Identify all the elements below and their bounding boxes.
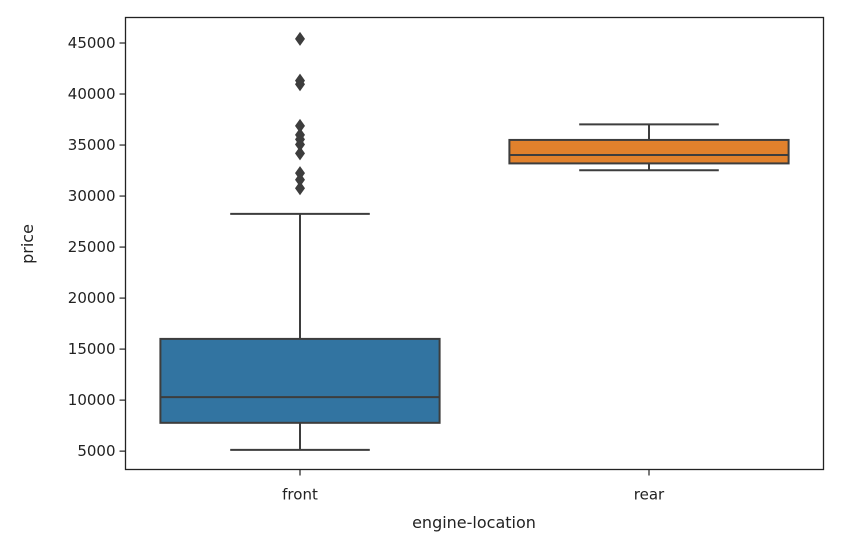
- box-front: [159, 31, 441, 451]
- y-tick-label: 10000: [68, 391, 116, 409]
- outlier-point: [295, 118, 305, 133]
- x-tick-label: front: [282, 486, 318, 504]
- y-tick-label: 15000: [68, 340, 116, 358]
- boxes-layer: [159, 31, 790, 451]
- y-tick-label: 45000: [68, 34, 116, 52]
- box-rear: [508, 123, 790, 172]
- x-tick-label: rear: [634, 486, 665, 504]
- y-tick-label: 40000: [68, 85, 116, 103]
- y-tick-label: 5000: [77, 442, 115, 460]
- y-tick-label: 30000: [68, 187, 116, 205]
- iqr-box: [508, 138, 790, 165]
- outlier-point: [295, 166, 305, 181]
- y-tick-label: 35000: [68, 136, 116, 154]
- outlier-point: [295, 73, 305, 88]
- plot-frame: [124, 16, 825, 471]
- x-axis: front rear: [282, 469, 665, 504]
- y-axis-label: price: [18, 224, 37, 264]
- y-tick-label: 25000: [68, 238, 116, 256]
- outlier-point: [295, 181, 305, 196]
- x-axis-label: engine-location: [412, 513, 536, 532]
- y-tick-label: 20000: [68, 289, 116, 307]
- y-axis: 5000 10000 15000 20000 25000 30000 35000 40000 4…: [68, 34, 126, 460]
- outlier-point: [295, 127, 305, 142]
- outlier-point: [295, 146, 305, 161]
- outlier-point: [295, 31, 305, 46]
- iqr-box: [159, 337, 441, 424]
